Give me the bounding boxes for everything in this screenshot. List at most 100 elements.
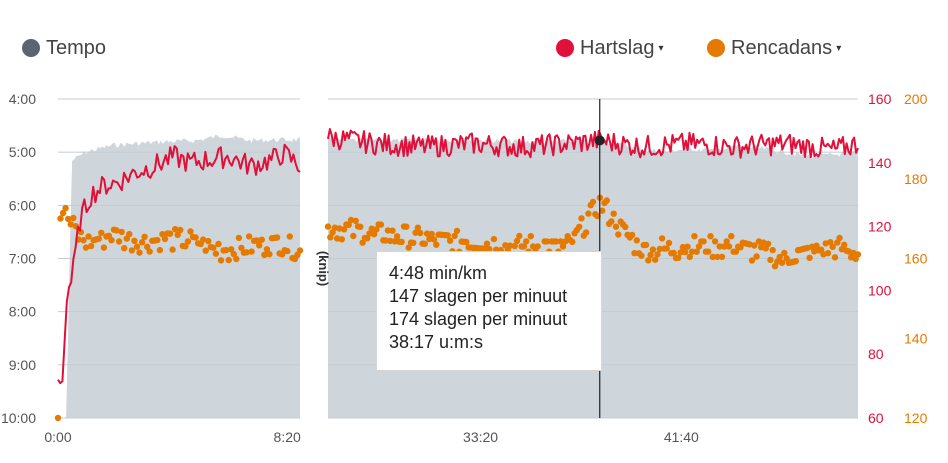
cadence-point <box>192 234 199 241</box>
cadence-point <box>663 245 670 252</box>
cadence-point <box>364 235 371 242</box>
cadence-point <box>329 229 336 236</box>
cadence-point <box>642 241 650 249</box>
cadence-point <box>133 243 141 250</box>
cadence-point <box>792 258 799 265</box>
cadence-point <box>677 249 684 256</box>
cadence-point <box>700 238 707 245</box>
cadence-point <box>65 215 72 223</box>
cadence-point <box>205 237 212 245</box>
cadence-point <box>732 248 740 255</box>
cadence-point <box>428 230 435 238</box>
legend-cadence[interactable]: Rencadans ▾ <box>707 36 841 60</box>
cadence-point <box>174 231 181 238</box>
cadence-point <box>256 242 263 249</box>
heart-rate-line <box>57 143 301 385</box>
cadence-point <box>688 248 696 255</box>
cadence-point <box>187 228 194 235</box>
cadence-point <box>266 251 273 258</box>
cadence-point <box>718 253 726 261</box>
cadence-point <box>235 234 243 242</box>
cadence-point <box>769 246 776 254</box>
cadence-point <box>652 256 659 263</box>
cadence-point <box>417 229 424 237</box>
cadence-point <box>359 239 366 246</box>
cadence-point <box>54 414 62 422</box>
cadence-point <box>215 240 222 248</box>
cadence-point <box>578 215 585 222</box>
cadence-point <box>172 226 179 233</box>
cadence-point <box>764 240 772 247</box>
cadence-point <box>230 250 237 258</box>
chevron-down-icon[interactable]: ▾ <box>658 42 664 54</box>
chevron-down-icon[interactable]: ▾ <box>836 42 842 54</box>
cadence-point <box>829 243 836 250</box>
tempo-dot-icon <box>22 39 40 57</box>
cadence-point <box>100 244 108 251</box>
cadence-point <box>352 217 359 224</box>
cadence-point <box>284 247 291 255</box>
cadence-point <box>490 235 498 243</box>
cadence-point <box>118 228 125 236</box>
cadence-dot-icon <box>707 39 725 57</box>
cadence-point <box>559 243 567 250</box>
cadence-point <box>608 218 615 225</box>
cadence-point <box>138 239 146 246</box>
cadence-point <box>324 223 332 230</box>
cadence-point <box>543 238 551 245</box>
cadence-point <box>684 243 691 250</box>
cadence-point <box>576 223 583 230</box>
cadence-point <box>529 243 537 250</box>
cadence-point <box>534 243 541 250</box>
cadence-point <box>691 233 698 240</box>
cadence-point <box>520 243 528 250</box>
y-right-hr-tick-label: 120 <box>868 219 892 235</box>
cadence-point <box>370 231 378 238</box>
cadence-point <box>340 226 348 233</box>
cadence-point <box>841 241 848 248</box>
cadence-point <box>649 246 657 253</box>
cadence-point <box>296 247 304 254</box>
cadence-point <box>210 244 217 251</box>
cadence-point <box>128 247 136 254</box>
cadence-point <box>709 253 716 261</box>
legend-heart-rate[interactable]: Hartslag ▾ <box>556 36 664 60</box>
cadence-point <box>238 244 245 252</box>
legend-tempo[interactable]: Tempo <box>22 36 106 60</box>
cadence-point <box>831 254 839 261</box>
cadence-point <box>115 238 123 245</box>
cadence-point <box>217 257 225 264</box>
cadence-point <box>453 227 461 235</box>
cadence-point <box>426 235 433 243</box>
cadence-point <box>433 241 440 248</box>
cadence-point <box>599 207 606 214</box>
cadence-point <box>126 230 133 238</box>
cadence-point <box>159 231 166 238</box>
cadence-point <box>728 233 735 240</box>
cadence-point <box>615 231 622 238</box>
cadence-point <box>523 238 530 245</box>
cadence-point <box>776 253 783 261</box>
cadence-point <box>686 253 693 261</box>
legend-cadence-label: Rencadans <box>731 36 833 59</box>
cadence-point <box>373 226 380 233</box>
cadence-point <box>393 233 401 240</box>
cadence-point <box>177 226 184 234</box>
hidden-axis-label: (knip) <box>316 251 331 286</box>
x-tick-label: 8:20 <box>274 429 301 445</box>
cadence-point <box>144 243 151 250</box>
cadence-point <box>70 214 77 222</box>
cadence-point <box>327 234 334 241</box>
y-left-tick-label: 6:00 <box>9 197 36 213</box>
cadence-point <box>80 237 87 244</box>
cadence-point <box>430 236 438 243</box>
cadence-point <box>675 254 682 261</box>
y-right-hr-tick-label: 160 <box>868 91 892 107</box>
cadence-point <box>824 250 832 257</box>
cadence-point <box>286 233 293 240</box>
cadence-point <box>233 255 240 263</box>
y-right-hr-tick-label: 60 <box>868 410 884 426</box>
cadence-point <box>481 245 488 252</box>
cadence-point <box>85 233 92 240</box>
